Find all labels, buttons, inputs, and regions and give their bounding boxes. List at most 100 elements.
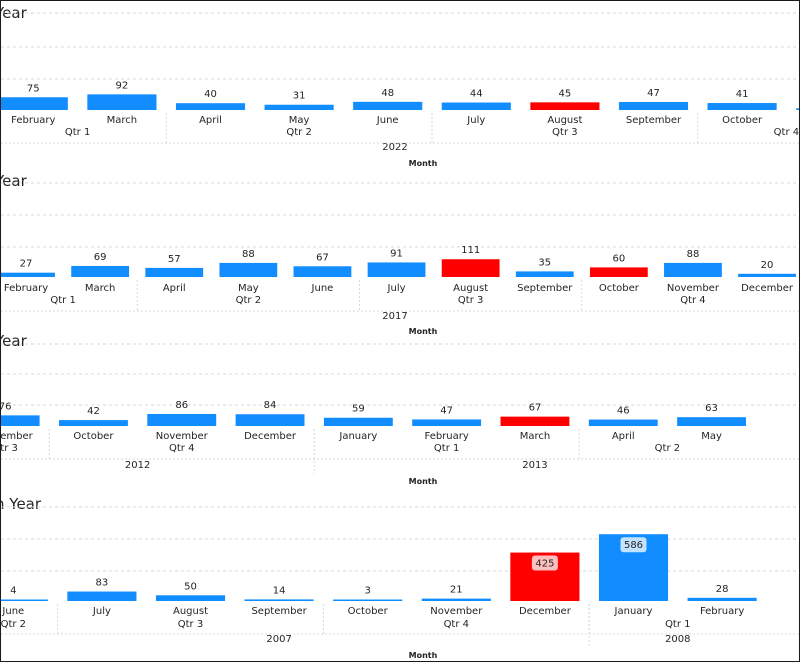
month-tick-label: December	[741, 283, 794, 294]
month-tick-label: May	[238, 283, 259, 294]
value-label: 4	[10, 586, 16, 597]
year-label: 2013	[522, 460, 547, 471]
x-axis-title: Month	[409, 327, 438, 336]
panel-4-title: n Year	[1, 495, 42, 513]
month-tick-label: November	[156, 431, 209, 442]
month-tick-label: August	[547, 115, 582, 126]
month-tick-label: April	[612, 431, 635, 442]
value-label: 63	[705, 403, 718, 414]
value-label: 31	[293, 91, 306, 102]
bar	[664, 262, 722, 277]
value-label: 47	[440, 405, 453, 416]
bar	[71, 265, 130, 277]
month-tick-label: February	[424, 431, 468, 442]
bar	[412, 419, 482, 426]
quarter-label: Qtr 4	[680, 295, 705, 306]
value-label: 48	[381, 88, 394, 99]
bar	[441, 259, 500, 277]
value-label: 91	[390, 248, 403, 259]
bar	[687, 597, 757, 601]
quarter-label: Qtr 4	[774, 127, 799, 138]
value-label: 57	[168, 254, 181, 265]
value-label: 40	[204, 89, 217, 100]
value-label-bg	[620, 537, 647, 553]
value-label: 75	[27, 83, 40, 94]
month-tick-label: November	[430, 606, 483, 617]
month-tick-label: June	[1, 606, 24, 617]
value-label: 67	[316, 252, 329, 263]
month-tick-label: October	[599, 283, 640, 294]
month-tick-label: May	[701, 431, 722, 442]
month-tick-label: November	[667, 283, 720, 294]
value-label: 41	[736, 89, 749, 100]
value-label: 425	[535, 559, 554, 570]
bar	[145, 267, 204, 277]
value-label: 28	[716, 584, 729, 595]
bar	[87, 94, 157, 110]
bar	[175, 103, 246, 110]
x-axis-title: Month	[409, 477, 438, 486]
quarter-label: Qtr 2	[286, 127, 311, 138]
value-label: 92	[116, 80, 129, 91]
month-tick-label: July	[466, 115, 485, 126]
year-label: 2012	[125, 460, 150, 471]
bar	[293, 266, 352, 277]
month-tick-label: June	[311, 283, 334, 294]
bar	[244, 599, 314, 601]
value-label: 35	[538, 257, 551, 268]
month-tick-label: February	[11, 115, 55, 126]
value-label: 27	[20, 259, 33, 270]
value-label: 67	[529, 403, 542, 414]
value-label: 59	[352, 404, 365, 415]
bar	[67, 591, 137, 601]
bar	[530, 102, 600, 110]
value-label: 586	[624, 540, 643, 551]
value-label: 44	[470, 89, 483, 100]
quarter-label: Qtr 1	[50, 295, 75, 306]
bar	[147, 413, 217, 426]
bar	[441, 102, 511, 110]
month-tick-label: March	[85, 283, 115, 294]
bar	[1, 599, 48, 601]
bar	[421, 598, 491, 601]
quarter-label: Qtr 3	[178, 619, 203, 630]
value-label: 42	[87, 406, 100, 417]
month-tick-label: July	[92, 606, 111, 617]
bar	[1, 272, 55, 277]
value-label: 76	[1, 401, 12, 412]
value-label: 47	[647, 88, 660, 99]
value-label: 84	[264, 400, 277, 411]
bar	[707, 103, 777, 110]
bar	[353, 101, 423, 110]
year-label: 2017	[382, 311, 407, 322]
month-tick-label: January	[338, 431, 377, 442]
month-tick-label: June	[376, 115, 399, 126]
month-tick-label: October	[348, 606, 389, 617]
quarter-label: Qtr 1	[65, 127, 90, 138]
value-label: 14	[273, 585, 286, 596]
quarter-label: Qtr 2	[1, 619, 26, 630]
value-label: 69	[94, 252, 107, 263]
value-label: 50	[184, 581, 197, 592]
bar	[1, 415, 40, 426]
month-tick-label: March	[107, 115, 137, 126]
bar	[367, 262, 426, 277]
month-tick-label: September	[251, 606, 307, 617]
value-label: 83	[96, 578, 109, 589]
quarter-label: Qtr 4	[444, 619, 469, 630]
bar	[333, 599, 403, 601]
quarter-label: Qtr 2	[655, 443, 680, 454]
value-label-bg	[531, 555, 558, 571]
value-label: 111	[461, 245, 480, 256]
month-tick-label: July	[387, 283, 406, 294]
value-label: 20	[761, 260, 774, 271]
year-label: 2008	[665, 634, 690, 645]
month-tick-label: December	[244, 431, 297, 442]
value-label: 86	[175, 400, 188, 411]
month-tick-label: February	[700, 606, 744, 617]
value-label: 88	[242, 249, 255, 260]
month-tick-label: September	[517, 283, 573, 294]
bar	[1, 97, 68, 110]
